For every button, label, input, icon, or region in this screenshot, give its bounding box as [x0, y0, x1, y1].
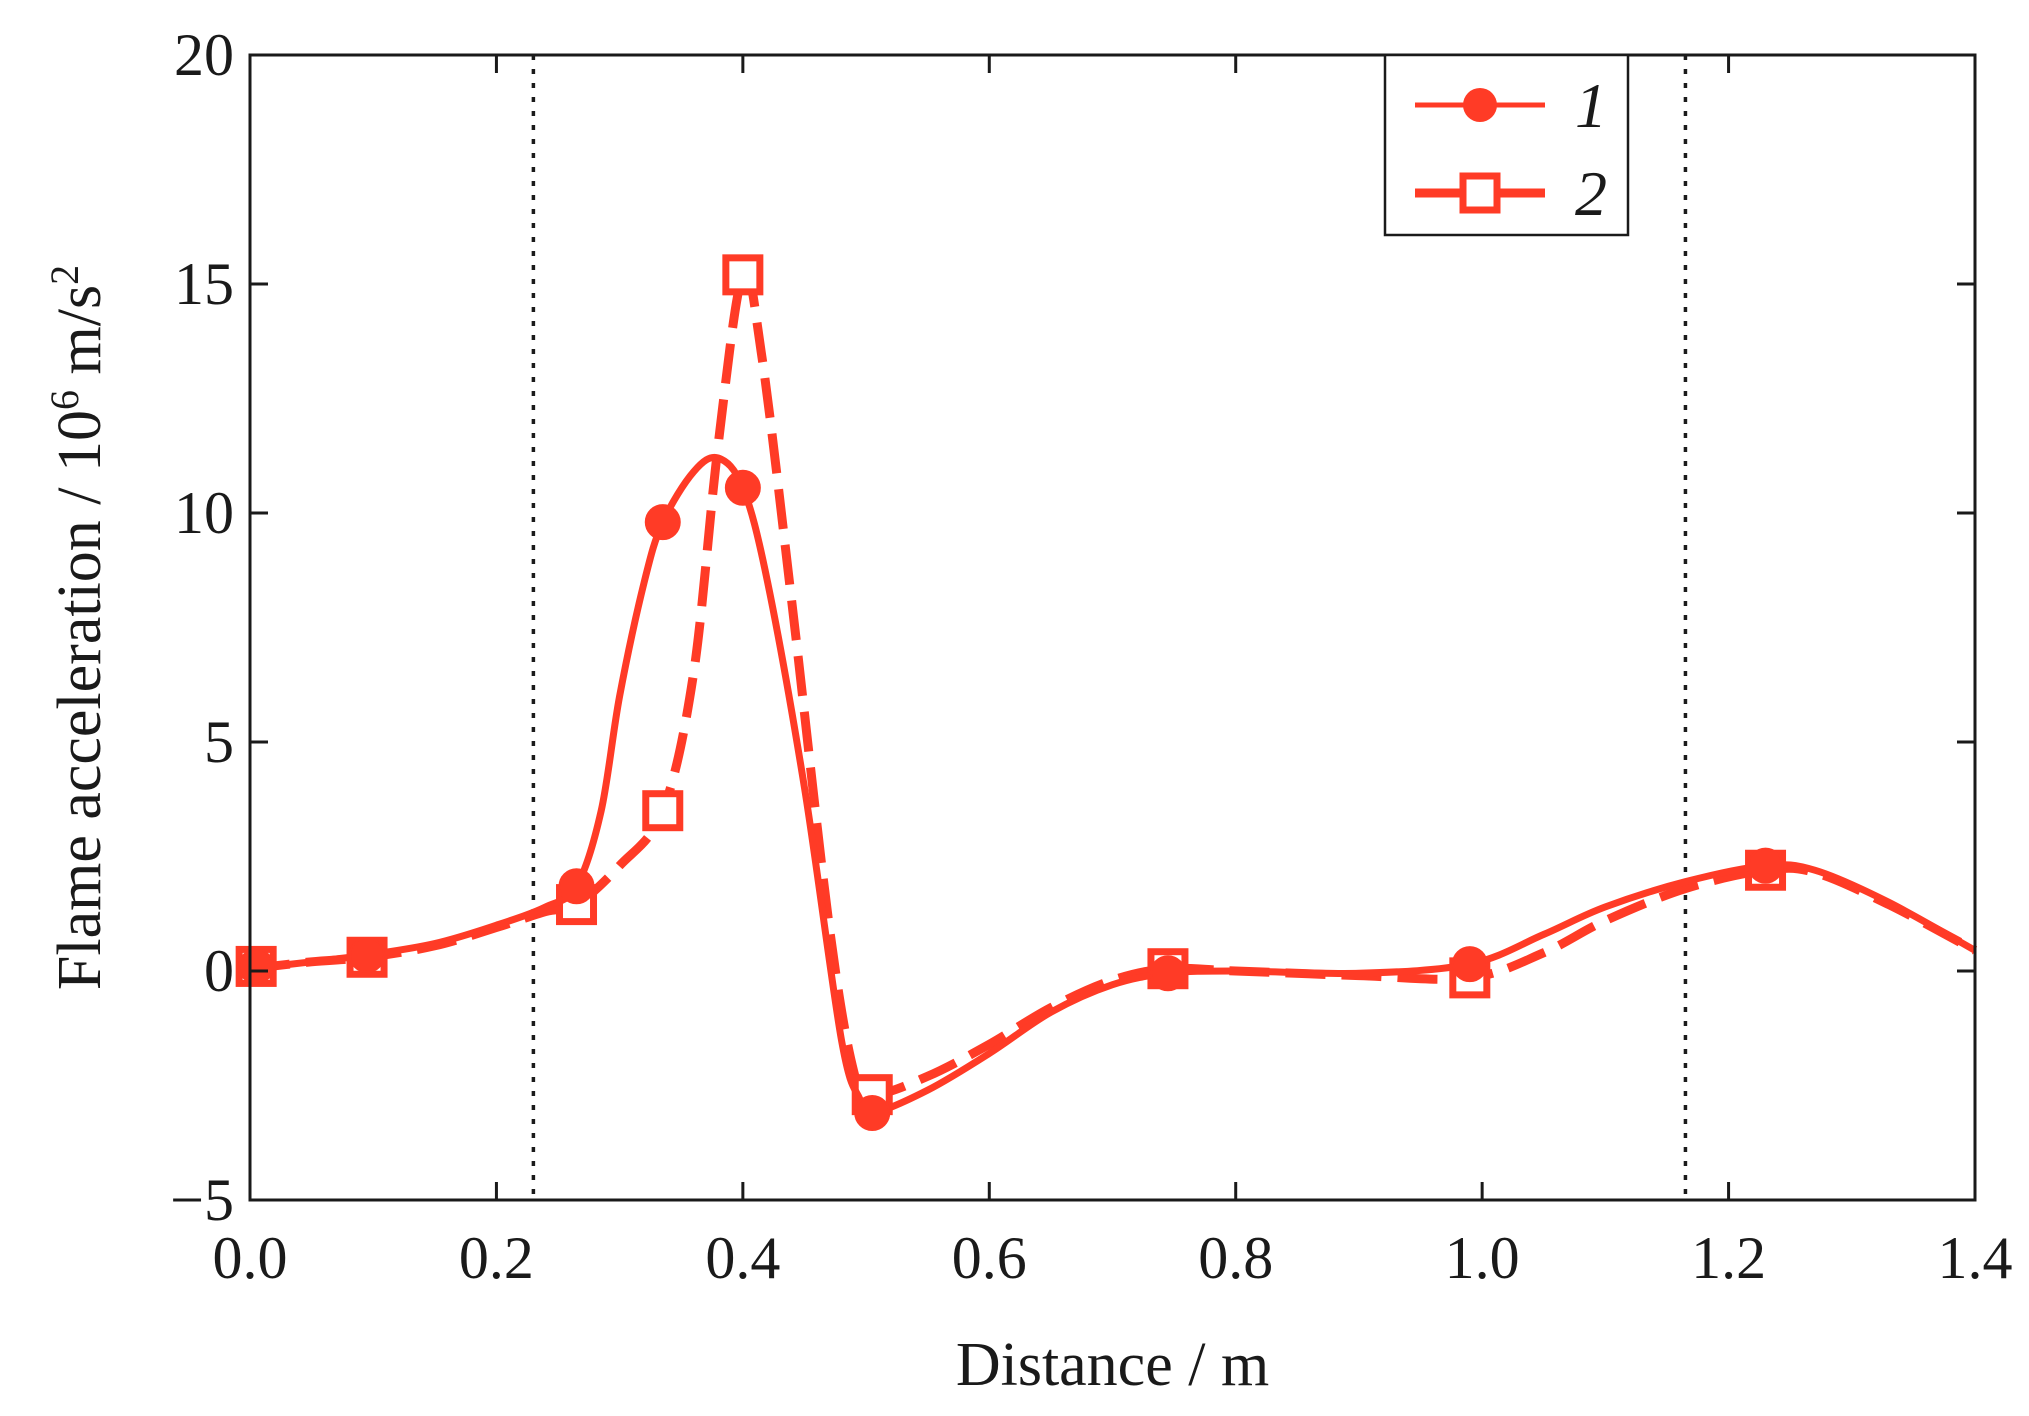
legend-label-1: 1 — [1575, 70, 1607, 141]
y-tick-label: 0 — [204, 938, 234, 1004]
y-tick-label: −5 — [170, 1167, 234, 1233]
x-tick-label: 1.2 — [1691, 1225, 1766, 1291]
y-axis-title: Flame acceleration / 106 m/s2 — [42, 265, 115, 990]
y-tick-label: 15 — [174, 251, 234, 317]
legend-item-1: 1 — [1415, 70, 1607, 141]
series-2-point-4 — [642, 790, 684, 832]
y-tick-label: 20 — [174, 22, 234, 88]
series-2-point-5 — [722, 254, 764, 296]
series-1-line — [249, 453, 1977, 1117]
y-axis-title-prefix: Flame acceleration / 10 — [46, 410, 114, 990]
legend-item-2: 2 — [1415, 158, 1607, 229]
series-1-point-5 — [724, 469, 761, 506]
series-1-point-1 — [238, 948, 275, 985]
x-tick-labels: 0.0 0.2 0.4 0.6 0.8 1.0 1.2 1.4 — [213, 1225, 2013, 1291]
tick-marks — [248, 53, 1977, 1202]
series-1-point-2 — [349, 936, 386, 973]
series-1 — [238, 453, 1977, 1131]
legend-marker-1 — [1463, 88, 1497, 122]
legend-items: 12 — [1415, 70, 1607, 229]
series-1-point-7 — [1149, 955, 1186, 992]
series-1-point-4 — [644, 504, 681, 541]
series-1-point-3 — [558, 868, 595, 905]
x-tick-label: 0.0 — [213, 1225, 288, 1291]
y-axis-title-unit: m/s — [46, 285, 114, 390]
x-tick-label: 0.8 — [1198, 1225, 1273, 1291]
y-axis-title-exponent: 6 — [42, 390, 87, 410]
y-tick-labels: −5 0 5 10 15 20 — [170, 22, 234, 1233]
y-axis-title-unit-exponent: 2 — [42, 265, 87, 285]
legend-box — [1383, 53, 1630, 237]
x-tick-label: 1.4 — [1938, 1225, 2013, 1291]
x-tick-label: 0.4 — [705, 1225, 780, 1291]
y-tick-label: 10 — [174, 480, 234, 546]
x-tick-label: 1.0 — [1445, 1225, 1520, 1291]
series-layer — [235, 254, 1978, 1131]
series-1-point-6 — [854, 1094, 891, 1131]
x-axis-title: Distance / m — [956, 1331, 1269, 1399]
x-tick-label: 0.6 — [952, 1225, 1027, 1291]
plot-frame — [248, 53, 1977, 1202]
series-2-line — [249, 267, 1978, 1100]
legend: 12 — [1383, 53, 1630, 237]
series-1-point-9 — [1747, 847, 1784, 884]
reference-lines — [531, 55, 1688, 1200]
x-tick-label: 0.2 — [459, 1225, 534, 1291]
legend-label-2: 2 — [1575, 158, 1607, 229]
series-1-point-8 — [1451, 946, 1488, 983]
y-tick-label: 5 — [204, 709, 234, 775]
legend-marker-2 — [1459, 172, 1501, 214]
